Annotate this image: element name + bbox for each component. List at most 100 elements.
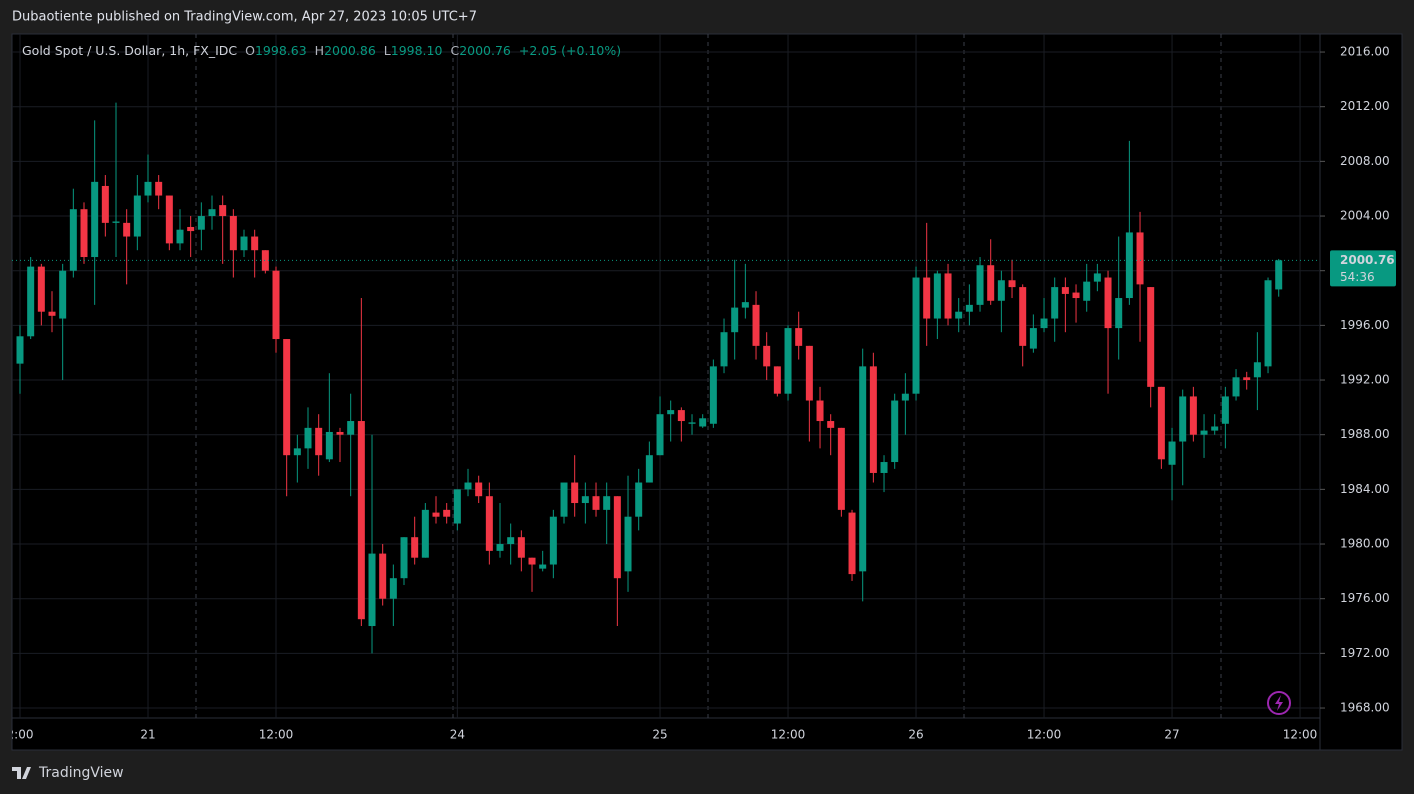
candle-body <box>368 553 376 627</box>
brand-name: TradingView <box>38 765 124 781</box>
candle-body <box>325 431 333 460</box>
low-label: L <box>384 43 391 58</box>
candle-body <box>709 366 717 424</box>
candle-body <box>656 414 664 456</box>
brand-logo <box>12 767 31 779</box>
candle-body <box>1008 280 1016 288</box>
candle-body <box>1211 426 1219 431</box>
candle-body <box>293 448 301 456</box>
candle-body <box>1136 232 1144 285</box>
candle-body <box>955 311 963 319</box>
candle-body <box>1125 232 1133 299</box>
candle-body <box>677 410 685 422</box>
candle-body <box>1243 377 1251 381</box>
candle-body <box>1168 441 1176 465</box>
candle-body <box>133 195 141 237</box>
candle-body <box>592 496 600 510</box>
candle-body <box>976 265 984 305</box>
axes: 1968.00 1972.00 1976.00 1980.00 1984.00 1988.… <box>12 45 1396 742</box>
candle-body <box>795 328 803 346</box>
publisher-line: Dubaotiente published on TradingView.com… <box>12 10 477 25</box>
candle-body <box>763 345 771 367</box>
y-tick-label: 1984.00 <box>1340 482 1390 496</box>
open-label: O <box>245 43 255 58</box>
y-tick-label: 2008.00 <box>1340 154 1390 168</box>
candle-body <box>613 496 621 579</box>
candle-body <box>731 307 739 333</box>
candle-body <box>485 496 493 551</box>
alert-icon[interactable] <box>1267 691 1291 715</box>
candle-body <box>48 311 56 316</box>
x-tick-label: 24 <box>450 728 465 742</box>
candle-body <box>155 181 163 196</box>
symbol: Gold Spot / U.S. Dollar, 1h, FX_IDC <box>22 43 237 58</box>
candle-body <box>1051 287 1059 319</box>
y-tick-label: 1988.00 <box>1340 427 1390 441</box>
brand: TradingView <box>12 765 124 781</box>
candles <box>12 102 1320 654</box>
candle-body <box>453 489 461 524</box>
candle-body <box>1029 328 1037 349</box>
candle-body <box>933 273 941 319</box>
candle-body <box>165 195 173 244</box>
candle-body <box>624 516 632 572</box>
y-tick-label: 1992.00 <box>1340 373 1390 387</box>
candle-body <box>1104 277 1112 329</box>
y-tick-label: 2012.00 <box>1340 99 1390 113</box>
candle-body <box>219 205 227 217</box>
chart-pane <box>11 33 1403 751</box>
candle-body <box>101 185 109 223</box>
candle-body <box>816 400 824 422</box>
y-tick-label: 1968.00 <box>1340 701 1390 715</box>
candle-body <box>987 265 995 301</box>
candle-body <box>1072 292 1080 299</box>
candle-body <box>496 544 504 551</box>
candle-body <box>389 578 397 599</box>
candle-body <box>571 482 579 504</box>
legend: Gold Spot / U.S. Dollar, 1h, FX_IDC O 1998… <box>22 43 621 58</box>
candle-body <box>432 512 440 517</box>
y-tick-label: 2016.00 <box>1340 45 1390 59</box>
candle-body <box>208 209 216 217</box>
candle-body <box>27 266 35 337</box>
candle-body <box>80 209 88 258</box>
candle-body <box>91 181 99 258</box>
candle-body <box>1083 281 1091 301</box>
alert-circle[interactable] <box>1267 691 1291 715</box>
candle-body <box>197 216 205 230</box>
candle-body <box>741 302 749 308</box>
candle-body <box>37 266 45 312</box>
candle-body <box>1275 260 1283 290</box>
candle-body <box>901 393 909 401</box>
y-tick-label: 1980.00 <box>1340 537 1390 551</box>
alert-bolt[interactable] <box>1275 695 1283 711</box>
high-value: 2000.86 <box>324 43 376 58</box>
candle-body <box>805 345 813 401</box>
x-tick-label: 25 <box>652 728 667 742</box>
x-tick-label: 26 <box>908 728 923 742</box>
candle-body <box>69 209 77 271</box>
close-label: C <box>450 43 459 58</box>
candle-body <box>528 557 536 565</box>
candle-body <box>144 181 152 196</box>
candle-body <box>336 431 344 435</box>
candle-body <box>1115 298 1123 329</box>
candle-body <box>357 421 365 620</box>
price-tag-label: 2000.76 <box>1340 253 1395 267</box>
candle-body <box>549 516 557 565</box>
low-value: 1998.10 <box>391 43 443 58</box>
candle-body <box>400 537 408 579</box>
candle-body <box>187 226 195 232</box>
candle-body <box>645 455 653 483</box>
candle-body <box>507 537 515 545</box>
candle-body <box>1189 396 1197 435</box>
candle-body <box>379 553 387 599</box>
high-label: H <box>315 43 324 58</box>
candle-body <box>560 482 568 517</box>
candle-body <box>944 273 952 319</box>
candle-body <box>123 222 131 237</box>
ohlc-legend: Gold Spot / U.S. Dollar, 1h, FX_IDC O 1998… <box>22 43 621 58</box>
candle-body <box>112 221 120 223</box>
candle-body <box>880 462 888 473</box>
candle-body <box>891 400 899 463</box>
